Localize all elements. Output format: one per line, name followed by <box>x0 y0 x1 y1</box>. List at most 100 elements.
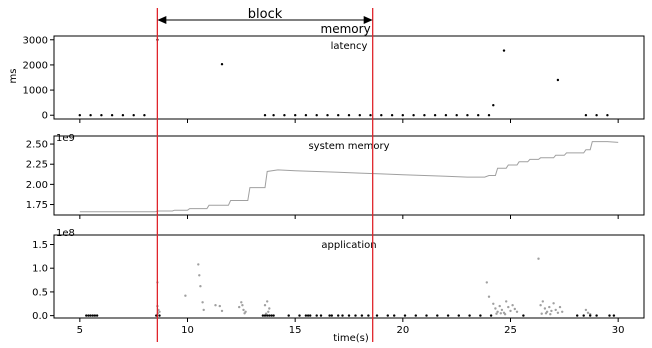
system-memory-series-line <box>79 141 619 213</box>
latency-panel: 0 1000 2000 3000 <box>23 35 645 123</box>
application-data-point <box>509 309 512 313</box>
application-data-point <box>495 312 498 315</box>
application-data-point <box>341 314 344 317</box>
application-data-point <box>304 314 308 317</box>
application-data-point <box>272 314 275 317</box>
application-data-point <box>582 314 585 317</box>
application-data-point <box>158 310 161 313</box>
application-data-point <box>328 314 331 317</box>
latency-data-point <box>294 114 297 117</box>
application-data-point <box>612 314 616 317</box>
system-memory-panel-label: system memory <box>308 141 389 152</box>
y-tick-label: 3000 <box>23 35 48 46</box>
latency-data-point <box>584 114 588 117</box>
application-data-point <box>586 311 590 314</box>
application-data-point <box>561 310 564 313</box>
application-data-point <box>85 314 88 317</box>
application-data-point <box>403 314 407 317</box>
application-data-point <box>261 314 265 317</box>
latency-data-point <box>337 114 340 117</box>
latency-data-point <box>78 114 82 117</box>
application-data-point <box>91 314 95 317</box>
latency-data-point <box>401 114 404 117</box>
x-tick-label: 30 <box>612 325 625 336</box>
block-label: block <box>248 7 283 22</box>
latency-data-point <box>272 114 275 117</box>
application-data-point <box>202 308 205 312</box>
application-data-point <box>354 314 357 317</box>
application-data-point <box>214 304 217 307</box>
application-data-point <box>550 309 553 313</box>
y-tick-label: 1.5 <box>32 240 48 251</box>
application-data-point <box>479 314 482 317</box>
application-data-point <box>287 314 290 317</box>
application-data-point <box>544 312 548 315</box>
y-tick-label: 2.25 <box>26 160 48 171</box>
application-data-point <box>266 300 269 303</box>
application-data-point <box>266 314 269 317</box>
latency-data-point <box>380 114 383 117</box>
application-data-point <box>515 310 519 313</box>
application-data-point <box>549 313 552 316</box>
application-data-point <box>309 314 312 317</box>
application-data-point <box>485 281 488 284</box>
latency-data-point <box>358 114 361 117</box>
application-data-point <box>436 314 439 317</box>
application-data-point <box>489 314 493 317</box>
latency-data-point <box>326 114 329 117</box>
application-data-point <box>540 312 543 315</box>
latency-data-point <box>606 114 609 117</box>
latency-data-point <box>121 114 125 117</box>
application-data-point <box>589 314 592 317</box>
application-data-point <box>513 307 516 311</box>
application-data-point <box>243 312 246 315</box>
application-data-point <box>487 295 491 298</box>
application-data-point <box>608 314 611 317</box>
application-data-point <box>268 314 271 317</box>
application-data-point <box>537 257 540 260</box>
y-tick-label: 1.0 <box>32 264 48 275</box>
application-data-point <box>457 314 460 317</box>
application-data-point <box>414 314 417 317</box>
latency-data-point <box>466 114 469 117</box>
application-data-point <box>89 314 92 317</box>
application-data-point <box>306 314 310 317</box>
application-offset-label: 1e8 <box>56 228 75 239</box>
application-data-point <box>496 310 499 313</box>
x-tick-label: 15 <box>289 325 302 336</box>
application-data-point <box>494 307 497 310</box>
application-data-point <box>268 307 271 310</box>
application-data-point <box>425 314 428 317</box>
application-data-point <box>337 314 340 317</box>
y-tick-label: 2000 <box>23 60 48 71</box>
application-data-point <box>264 312 268 315</box>
application-data-point <box>522 314 525 317</box>
latency-data-point <box>423 114 426 117</box>
application-data-point <box>552 302 555 305</box>
latency-data-point <box>89 114 92 117</box>
latency-data-point <box>487 114 491 117</box>
y-tick-label: 1000 <box>23 86 48 97</box>
chart-panels: 0 1000 2000 3000 1.75 2.00 2.25 2.50 0.0 0.5 1.0 1.… <box>23 35 645 336</box>
application-data-point <box>240 301 243 304</box>
system-memory-panel: 1.75 2.00 2.25 2.50 <box>26 135 645 219</box>
y-tick-label: 0.5 <box>32 287 48 298</box>
x-tick-label: 25 <box>504 325 517 336</box>
y-tick-label: 0 <box>42 111 48 122</box>
application-data-point <box>505 300 508 303</box>
y-tick-label: 2.00 <box>26 180 48 191</box>
application-data-point <box>315 314 318 317</box>
latency-data-point <box>369 114 372 117</box>
application-data-point <box>184 294 187 297</box>
application-data-point <box>201 301 204 304</box>
system-memory-offset-label: 1e9 <box>56 133 75 144</box>
application-data-point <box>87 314 90 317</box>
application-data-point <box>197 263 200 266</box>
memory-label: memory <box>321 22 371 36</box>
application-data-point <box>95 314 99 317</box>
latency-data-point <box>220 62 224 66</box>
x-tick-label: 10 <box>181 325 194 336</box>
application-data-point <box>199 285 202 288</box>
latency-data-point <box>455 114 458 117</box>
